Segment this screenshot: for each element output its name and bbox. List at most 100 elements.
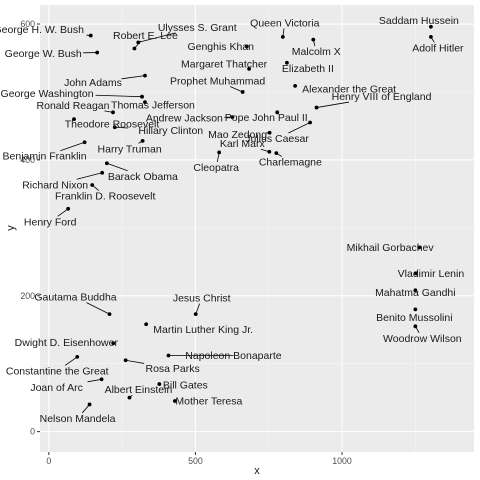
data-point xyxy=(311,37,316,42)
plot-panel xyxy=(40,5,474,452)
data-point xyxy=(66,206,71,211)
point-label: Mikhail Gorbachev xyxy=(347,242,435,254)
data-point xyxy=(267,149,272,154)
data-point xyxy=(417,245,422,250)
data-point xyxy=(100,170,105,175)
data-point xyxy=(314,105,319,110)
data-point xyxy=(308,120,312,125)
point-label: Mao Zedong xyxy=(208,129,267,141)
y-tick-label: 400 xyxy=(20,155,35,165)
data-point xyxy=(413,288,418,293)
y-axis-title: y xyxy=(5,225,17,231)
point-label: Mahatma Gandhi xyxy=(375,287,456,299)
data-point xyxy=(82,140,87,145)
data-point xyxy=(87,402,92,407)
point-label: Jesus Christ xyxy=(173,293,231,305)
grid-minor xyxy=(40,5,474,452)
point-label: Vladimir Lenin xyxy=(398,268,465,280)
data-point xyxy=(285,60,289,65)
point-label: Nelson Mandela xyxy=(40,413,116,425)
data-point xyxy=(140,138,145,143)
data-point xyxy=(428,24,433,29)
data-point xyxy=(127,395,132,400)
point-label: Dwight D. Eisenhower xyxy=(15,337,119,349)
label-connector xyxy=(76,172,103,180)
data-point xyxy=(166,353,171,358)
data-point xyxy=(143,73,147,78)
point-label: Hillary Clinton xyxy=(138,125,203,137)
data-point xyxy=(172,399,177,403)
data-point xyxy=(413,307,418,312)
point-label: John Adams xyxy=(64,77,122,89)
x-tick-label: 500 xyxy=(188,456,203,466)
point-label: George Washington xyxy=(1,88,94,100)
point-label: George W. Bush xyxy=(5,48,82,60)
label-connector xyxy=(138,32,176,43)
data-point xyxy=(267,130,272,135)
point-label: Thomas Jefferson xyxy=(111,100,195,112)
label-connector xyxy=(86,302,110,315)
data-point xyxy=(95,50,100,55)
x-axis-title: x xyxy=(254,465,260,477)
point-label: Benjamin Franklin xyxy=(3,151,87,163)
x-tick-label: 0 xyxy=(46,456,51,466)
point-label: Harry Truman xyxy=(98,143,162,155)
data-point xyxy=(293,83,298,88)
data-point xyxy=(72,117,76,122)
point-label: Alexander the Great xyxy=(302,83,396,95)
point-label: Charlemagne xyxy=(259,157,322,169)
label-connector xyxy=(95,94,143,98)
label-connector xyxy=(64,356,78,366)
data-point xyxy=(136,40,141,45)
data-point xyxy=(247,66,251,71)
data-point xyxy=(132,46,137,51)
label-connector xyxy=(316,101,350,108)
data-point xyxy=(75,354,80,359)
point-label: Genghis Khan xyxy=(187,41,254,53)
data-point xyxy=(123,358,128,363)
point-label: Ulysses S. Grant xyxy=(158,22,237,34)
data-point xyxy=(240,90,245,94)
point-label: Malcolm X xyxy=(292,46,341,58)
x-tick-label: 1000 xyxy=(332,456,352,466)
data-point xyxy=(428,35,433,39)
grid-major xyxy=(40,5,474,452)
data-point xyxy=(275,110,280,115)
point-label: Elizabeth II xyxy=(282,63,334,75)
point-label: Woodrow Wilson xyxy=(383,333,462,345)
point-label: Margaret Thatcher xyxy=(181,58,268,70)
axis-ticks: 0 500 1000 0 200 400 600 xyxy=(20,19,352,466)
label-connector xyxy=(106,162,128,172)
label-connector xyxy=(60,141,85,152)
point-label: Constantine the Great xyxy=(6,365,109,377)
point-label: Henry VIII of England xyxy=(332,91,432,103)
point-label: Karl Marx xyxy=(220,138,266,150)
data-points xyxy=(66,24,433,407)
point-label: Ronald Reagan xyxy=(37,100,110,112)
data-point xyxy=(414,271,418,276)
data-point xyxy=(413,324,418,329)
point-label: Henry Ford xyxy=(24,216,77,228)
y-tick-label: 600 xyxy=(20,19,35,29)
data-point xyxy=(280,35,285,39)
point-label: George H. W. Bush xyxy=(0,24,84,36)
point-label: Andrew Jackson xyxy=(146,113,223,125)
data-point xyxy=(144,322,149,327)
point-label: Cleopatra xyxy=(193,162,239,174)
label-connector xyxy=(229,86,243,93)
point-label: Mother Teresa xyxy=(175,396,242,408)
label-connector xyxy=(114,126,129,129)
data-point xyxy=(193,312,198,316)
point-label: Martin Luther King Jr. xyxy=(153,324,253,336)
label-connector xyxy=(288,122,311,134)
point-label: Queen Victoria xyxy=(250,17,319,29)
point-label: Napoleon Bonaparte xyxy=(185,350,281,362)
point-label: Rosa Parks xyxy=(145,363,199,375)
label-connector xyxy=(125,359,145,364)
data-point xyxy=(244,44,249,49)
point-label: Adolf Hitler xyxy=(412,42,464,54)
data-point xyxy=(90,183,95,187)
data-point xyxy=(99,377,104,382)
point-label: Julius Caesar xyxy=(245,133,309,145)
